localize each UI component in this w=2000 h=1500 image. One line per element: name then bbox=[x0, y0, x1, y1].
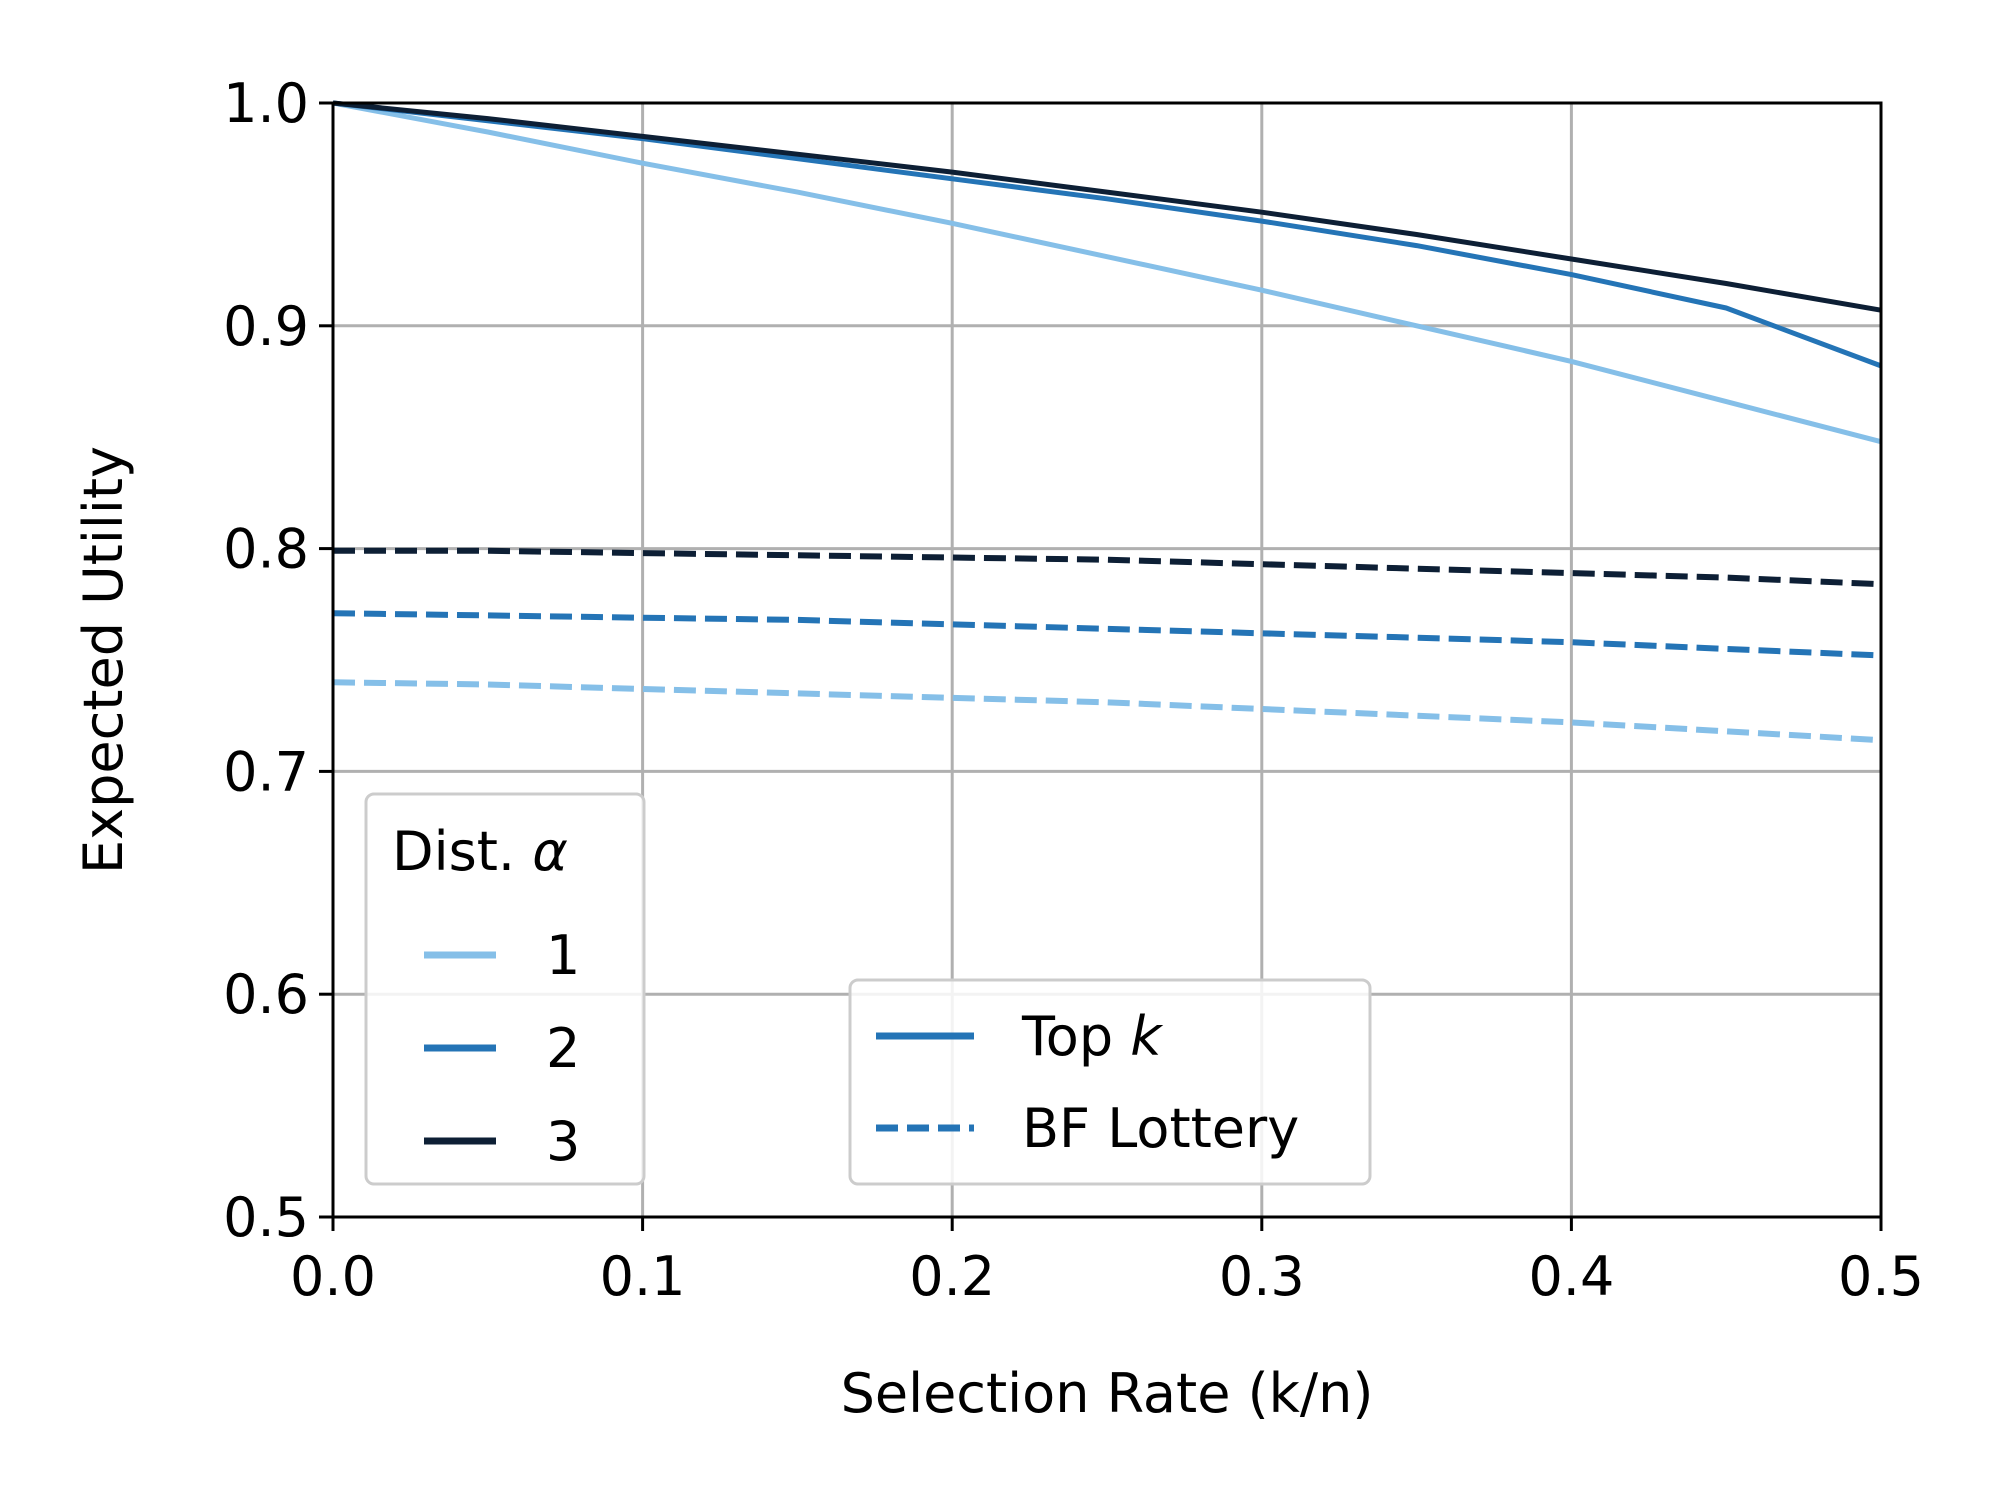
legend-method-box bbox=[848, 978, 1372, 1186]
y-tick-label: 0.8 bbox=[223, 518, 309, 581]
legend-alpha-title-symbol: α bbox=[532, 820, 568, 883]
legend-method-label: BF Lottery bbox=[1022, 1097, 1299, 1160]
series-line-lottery-alpha-2 bbox=[332, 610, 1882, 659]
legend-method-label-text: Top bbox=[1021, 1005, 1130, 1068]
series-line-topk-alpha-3 bbox=[332, 100, 1882, 313]
legend-alpha-label: 3 bbox=[546, 1110, 580, 1173]
series-line-topk-alpha-1 bbox=[332, 100, 1882, 445]
series bbox=[332, 100, 1882, 744]
x-tick-label: 0.1 bbox=[600, 1245, 686, 1308]
legend-alpha-title: Dist. α bbox=[392, 820, 568, 883]
x-tick-label: 0.3 bbox=[1219, 1245, 1305, 1308]
y-tick-label: 0.7 bbox=[223, 740, 309, 803]
legend-alpha: Dist. α 1 2 3 bbox=[364, 792, 646, 1186]
legend-alpha-title-text: Dist. bbox=[392, 820, 532, 883]
x-axis-label: Selection Rate (k/n) bbox=[841, 1362, 1374, 1425]
series-line-lottery-alpha-1 bbox=[332, 679, 1882, 744]
x-tick-label: 0.5 bbox=[1838, 1245, 1924, 1308]
y-axis-label: Expected Utility bbox=[72, 446, 135, 874]
legend-method: Top k BF Lottery bbox=[848, 978, 1372, 1186]
plot-frame bbox=[331, 101, 1883, 1219]
legend-method-entries: Top k BF Lottery bbox=[876, 1005, 1299, 1160]
legend-alpha-entries: 1 2 3 bbox=[424, 924, 580, 1173]
y-tick-label: 0.5 bbox=[223, 1186, 309, 1249]
ticks: 0.0 0.1 0.2 0.3 0.4 0.5 0.5 0.6 0.7 0.8 0.9 1.0 bbox=[223, 72, 1924, 1308]
series-line-lottery-alpha-3 bbox=[333, 547, 1882, 588]
x-tick-label: 0.0 bbox=[290, 1245, 376, 1308]
y-tick-label: 0.6 bbox=[223, 963, 309, 1026]
x-tick-label: 0.2 bbox=[909, 1245, 995, 1308]
x-tick-label: 0.4 bbox=[1528, 1245, 1614, 1308]
legend-alpha-box bbox=[364, 792, 646, 1186]
legend-method-label: Top k bbox=[1021, 1005, 1164, 1068]
legend-method-label-text: BF Lottery bbox=[1022, 1097, 1299, 1160]
y-tick-label: 1.0 bbox=[223, 72, 309, 135]
y-tick-label: 0.9 bbox=[223, 295, 309, 358]
legend-alpha-label: 1 bbox=[546, 924, 580, 987]
legend-alpha-label: 2 bbox=[546, 1017, 580, 1080]
legend-method-label-italic: k bbox=[1130, 1005, 1164, 1068]
